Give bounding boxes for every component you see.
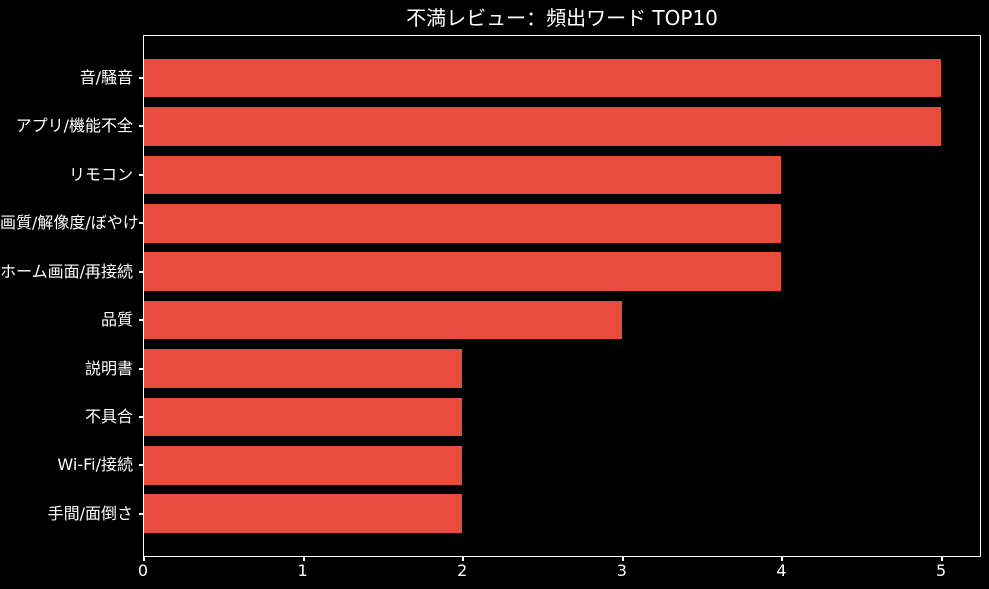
- x-tick-label: 5: [936, 561, 947, 580]
- y-tick-label: 手間/面倒さ: [47, 503, 133, 523]
- x-axis-tick: [143, 556, 145, 561]
- x-tick-label: 2: [457, 561, 468, 580]
- y-axis-tick: [139, 125, 143, 128]
- y-tick-label: 説明書: [84, 358, 133, 378]
- y-axis-tick: [139, 77, 143, 80]
- plot-area: [139, 35, 981, 561]
- y-axis-tick: [139, 464, 143, 467]
- x-axis-tick: [941, 556, 944, 561]
- y-tick-label: Wi-Fi/接続: [57, 455, 133, 475]
- bar: [144, 203, 782, 243]
- x-tick-label: 3: [616, 561, 627, 580]
- y-tick-label: アプリ/機能不全: [15, 116, 133, 136]
- bar: [144, 494, 463, 534]
- y-axis-tick: [139, 319, 143, 322]
- y-tick-label: 画質/解像度/ぼやけ: [0, 213, 139, 233]
- x-tick-label: 1: [297, 561, 308, 580]
- bar: [144, 300, 622, 340]
- y-tick-label: リモコン: [68, 164, 133, 184]
- y-axis-tick: [139, 415, 143, 418]
- y-axis-tick: [139, 173, 143, 176]
- x-axis-tick: [621, 556, 624, 561]
- y-tick-label: ホーム画面/再接続: [0, 261, 133, 281]
- bar: [144, 446, 463, 485]
- y-axis-tick: [139, 367, 143, 370]
- bar: [144, 252, 782, 292]
- bar: [144, 107, 942, 146]
- x-tick-label: 0: [137, 561, 149, 580]
- y-tick-label: 音/騒音: [79, 68, 133, 88]
- y-axis-tick: [139, 222, 143, 225]
- bar: [144, 58, 942, 98]
- y-tick-label: 不具合: [84, 406, 133, 426]
- x-tick-label: 4: [776, 561, 787, 580]
- bar: [144, 397, 463, 437]
- y-axis-tick: [139, 270, 143, 273]
- x-axis-tick: [781, 556, 784, 561]
- y-tick-label: 品質: [100, 310, 133, 330]
- bar: [144, 349, 463, 388]
- chart-title: 不満レビュー：頻出ワード TOP10: [406, 6, 718, 30]
- x-axis-tick: [302, 556, 305, 561]
- bar: [144, 155, 782, 195]
- y-axis-tick: [139, 512, 143, 515]
- x-axis-tick: [462, 556, 465, 561]
